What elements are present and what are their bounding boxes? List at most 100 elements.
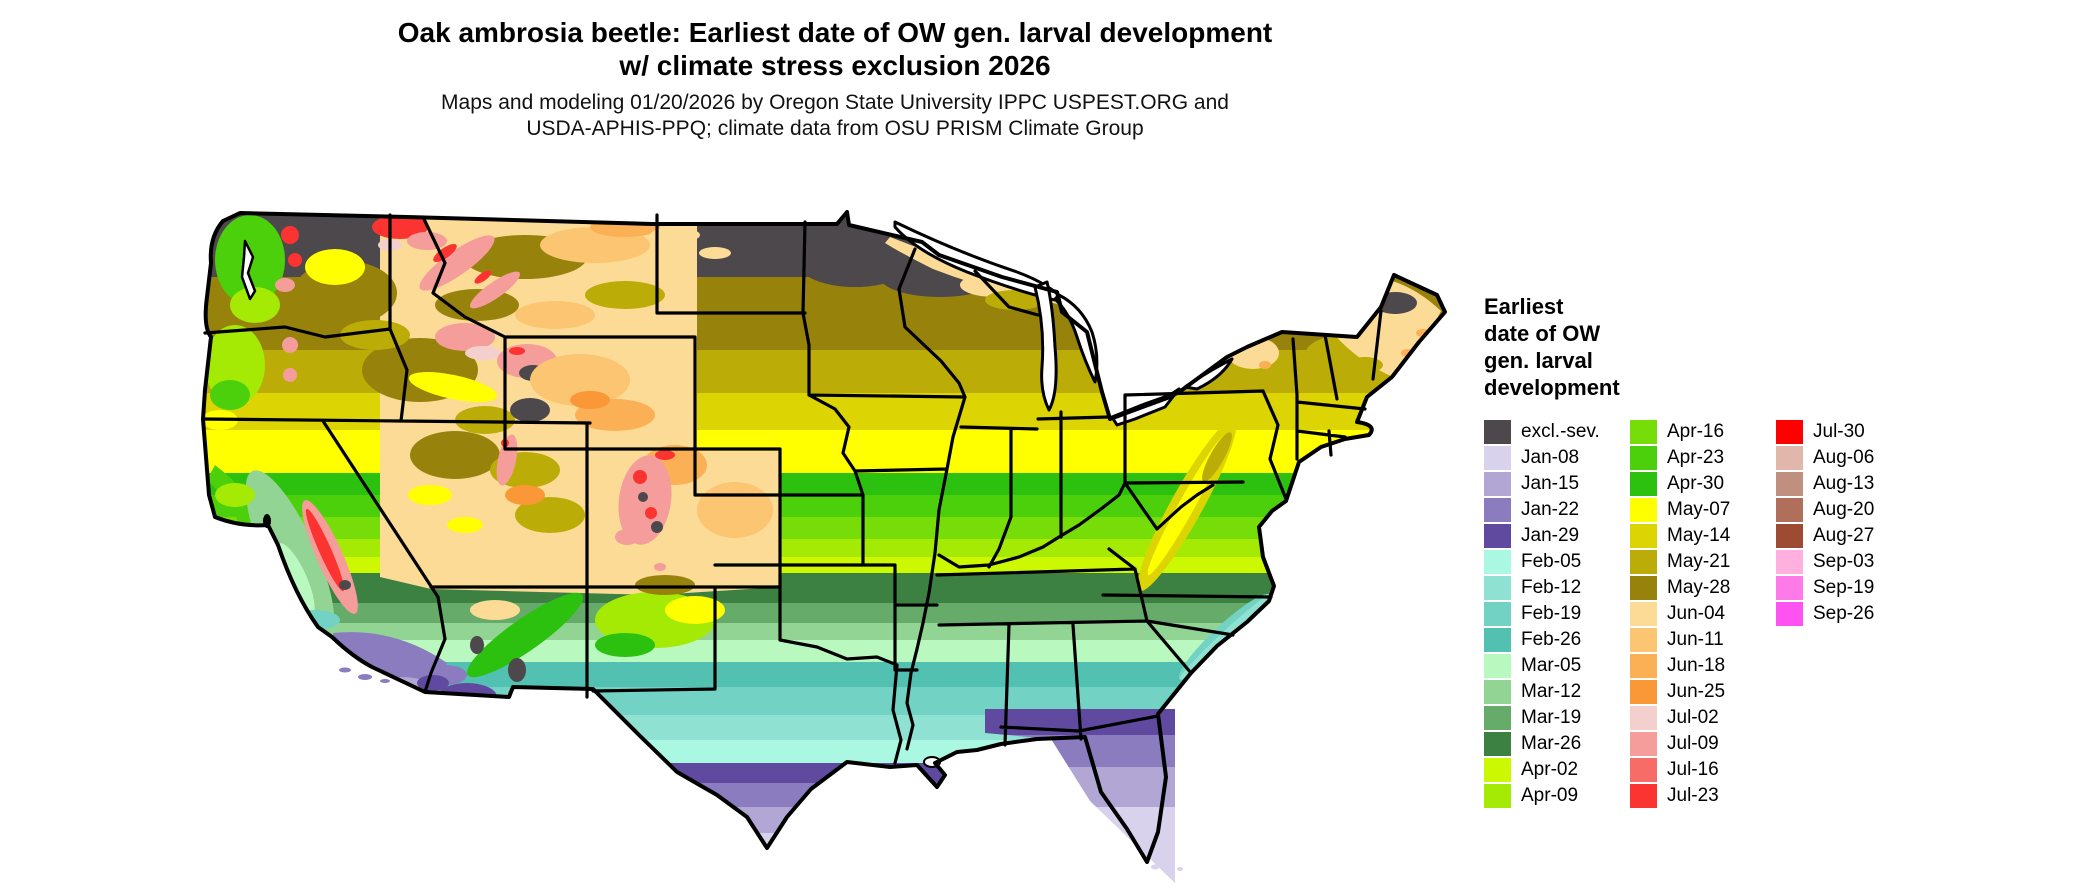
legend-item: Mar-05 — [1484, 653, 1618, 679]
legend-swatch — [1630, 420, 1657, 444]
legend-item-label: Feb-05 — [1521, 551, 1582, 572]
legend-swatch — [1630, 680, 1657, 704]
legend-title-line: gen. larval — [1484, 348, 1593, 373]
page-title: Oak ambrosia beetle: Earliest date of OW… — [0, 16, 1670, 82]
legend-swatch — [1484, 498, 1511, 522]
legend-swatch — [1630, 576, 1657, 600]
legend-item: Jul-23 — [1630, 783, 1764, 809]
legend-item-label: Mar-12 — [1521, 681, 1582, 702]
legend-item: Jun-25 — [1630, 679, 1764, 705]
legend-item-label: Jul-09 — [1667, 733, 1719, 754]
legend-swatch — [1484, 446, 1511, 470]
legend-item: Sep-03 — [1776, 549, 1910, 575]
legend-item-label: Jan-22 — [1521, 499, 1580, 520]
legend-swatch — [1630, 524, 1657, 548]
legend-item: May-07 — [1630, 497, 1764, 523]
legend-swatch — [1776, 576, 1803, 600]
legend-item-label: Apr-16 — [1667, 421, 1725, 442]
legend-swatch — [1630, 550, 1657, 574]
legend-item-label: Mar-19 — [1521, 707, 1582, 728]
legend-item-label: Mar-26 — [1521, 733, 1582, 754]
legend-swatch — [1484, 732, 1511, 756]
us-map — [195, 165, 1465, 883]
legend-item-label: Jun-11 — [1667, 629, 1724, 650]
legend-item: excl.-sev. — [1484, 419, 1618, 445]
legend-item: Jan-29 — [1484, 523, 1618, 549]
legend-column: Apr-16 Apr-23 Apr-30 May-07 May-14 May-21 May-… — [1630, 419, 1764, 809]
us-map-svg — [201, 210, 1447, 883]
legend-column: excl.-sev. Jan-08 Jan-15 Jan-22 Jan-29 Feb-05… — [1484, 419, 1618, 809]
legend-item-label: May-14 — [1667, 525, 1731, 546]
legend-item: Jan-08 — [1484, 445, 1618, 471]
legend-title-line: Earliest — [1484, 294, 1564, 319]
legend-swatch — [1484, 420, 1511, 444]
subtitle-line-2: USDA-APHIS-PPQ; climate data from OSU PR… — [526, 117, 1144, 140]
legend-item: Feb-26 — [1484, 627, 1618, 653]
legend-swatch — [1776, 602, 1803, 626]
legend-swatch — [1630, 628, 1657, 652]
page-subtitle: Maps and modeling 01/20/2026 by Oregon S… — [0, 90, 1670, 142]
legend-item: Apr-16 — [1630, 419, 1764, 445]
legend-item-label: Aug-13 — [1813, 473, 1875, 494]
legend-swatch — [1630, 602, 1657, 626]
legend-item-label: May-07 — [1667, 499, 1731, 520]
legend-item: Jul-02 — [1630, 705, 1764, 731]
legend-item: Apr-23 — [1630, 445, 1764, 471]
legend-item: May-21 — [1630, 549, 1764, 575]
legend-item: Jun-11 — [1630, 627, 1764, 653]
legend-item: Mar-26 — [1484, 731, 1618, 757]
legend-swatch — [1484, 628, 1511, 652]
legend-item: Apr-09 — [1484, 783, 1618, 809]
legend-item-label: Jan-29 — [1521, 525, 1580, 546]
legend-item: Apr-30 — [1630, 471, 1764, 497]
legend-item-label: Feb-12 — [1521, 577, 1582, 598]
legend-swatch — [1776, 472, 1803, 496]
legend-item: Jul-30 — [1776, 419, 1910, 445]
legend-swatch — [1484, 576, 1511, 600]
legend-item: Aug-27 — [1776, 523, 1910, 549]
legend-item: Jul-09 — [1630, 731, 1764, 757]
legend-swatch — [1484, 472, 1511, 496]
legend-item: Jul-16 — [1630, 757, 1764, 783]
legend-item-label: Jun-04 — [1667, 603, 1726, 624]
legend-item: Apr-02 — [1484, 757, 1618, 783]
legend-item: Jan-22 — [1484, 497, 1618, 523]
legend-swatch — [1630, 706, 1657, 730]
legend-swatch — [1484, 706, 1511, 730]
legend-item-label: Aug-06 — [1813, 447, 1875, 468]
legend-swatch — [1484, 654, 1511, 678]
legend-item-label: Feb-26 — [1521, 629, 1582, 650]
legend-item-label: Aug-20 — [1813, 499, 1875, 520]
legend-item: Feb-12 — [1484, 575, 1618, 601]
legend-swatch — [1630, 472, 1657, 496]
legend-item: Aug-20 — [1776, 497, 1910, 523]
legend-item-label: Apr-23 — [1667, 447, 1725, 468]
legend-item-label: Apr-09 — [1521, 785, 1579, 806]
legend-swatch — [1484, 758, 1511, 782]
legend-item-label: Jan-08 — [1521, 447, 1580, 468]
legend-swatch — [1484, 550, 1511, 574]
legend-swatch — [1484, 524, 1511, 548]
legend-item-label: Apr-02 — [1521, 759, 1579, 780]
legend-item: Sep-19 — [1776, 575, 1910, 601]
legend-title: Earliest date of OW gen. larval developm… — [1484, 293, 1984, 401]
legend-item: Feb-19 — [1484, 601, 1618, 627]
legend-swatch — [1630, 498, 1657, 522]
legend-item-label: Jan-15 — [1521, 473, 1580, 494]
legend-swatch — [1630, 758, 1657, 782]
legend-item-label: Jun-18 — [1667, 655, 1726, 676]
legend-item: May-14 — [1630, 523, 1764, 549]
legend-item-label: Jul-02 — [1667, 707, 1719, 728]
legend-item-label: Mar-05 — [1521, 655, 1582, 676]
legend-column: Jul-30 Aug-06 Aug-13 Aug-20 Aug-27 Sep-03 Sep-… — [1776, 419, 1910, 809]
legend-title-line: date of OW — [1484, 321, 1601, 346]
legend-item: May-28 — [1630, 575, 1764, 601]
legend-swatch — [1630, 446, 1657, 470]
legend-item: Feb-05 — [1484, 549, 1618, 575]
legend-swatch — [1484, 602, 1511, 626]
legend-item: Aug-06 — [1776, 445, 1910, 471]
legend-item-label: Jun-25 — [1667, 681, 1726, 702]
legend-swatch — [1776, 420, 1803, 444]
legend-title-line: development — [1484, 375, 1620, 400]
legend-item-label: Apr-30 — [1667, 473, 1725, 494]
